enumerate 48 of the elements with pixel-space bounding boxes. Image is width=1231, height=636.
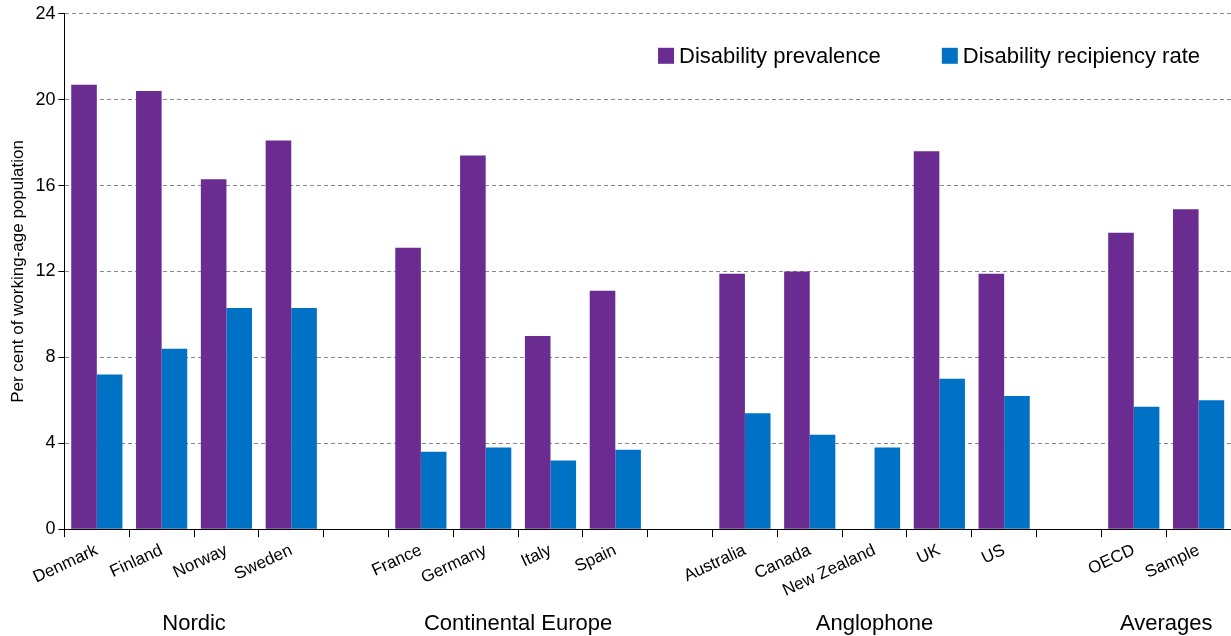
y-tick-label: 20 [35, 88, 56, 109]
bar [460, 155, 486, 529]
bar [589, 290, 616, 529]
bar [395, 247, 421, 529]
y-axis-title: Per cent of working-age population [7, 140, 27, 403]
bar [874, 447, 901, 529]
bar [200, 179, 227, 529]
bar [784, 271, 810, 529]
bar [809, 434, 836, 529]
y-tick-label: 0 [45, 518, 56, 539]
x-tick-label: Spain [571, 540, 619, 576]
bar [71, 84, 97, 529]
bar [550, 460, 577, 529]
text: Nordic [162, 610, 226, 635]
bar [744, 413, 771, 529]
bar [524, 335, 551, 529]
y-tick-label: 12 [35, 260, 56, 281]
bar [1133, 406, 1160, 529]
y-tick-label: 8 [45, 346, 56, 367]
x-tick-label: OECD [1084, 540, 1138, 579]
bar [485, 447, 512, 529]
legend-label: Disability recipiency rate [962, 42, 1200, 68]
bar [226, 308, 253, 529]
bar [420, 451, 447, 529]
text: Anglophone [815, 610, 934, 635]
legend-label: Disability prevalence [679, 42, 881, 68]
bar [1198, 400, 1225, 529]
text: Continental Europe [423, 610, 613, 635]
bar [1004, 396, 1030, 529]
bar [978, 273, 1005, 529]
bar [96, 374, 123, 529]
bar [265, 140, 292, 529]
text: Averages [1119, 610, 1213, 635]
y-tick-label: 24 [35, 2, 56, 23]
bar [1172, 209, 1199, 529]
bar [136, 91, 162, 529]
bar [291, 308, 317, 529]
x-tick-label: Italy [517, 539, 555, 571]
y-tick-label: 4 [45, 432, 56, 453]
bar [913, 151, 940, 529]
x-tick-label: UK [913, 539, 944, 568]
bar [615, 449, 641, 529]
y-tick-label: 16 [35, 174, 56, 195]
bar [719, 273, 745, 529]
bar [939, 378, 965, 529]
bar [161, 348, 188, 529]
x-tick-label: US [978, 540, 1008, 568]
bar [1108, 232, 1134, 529]
